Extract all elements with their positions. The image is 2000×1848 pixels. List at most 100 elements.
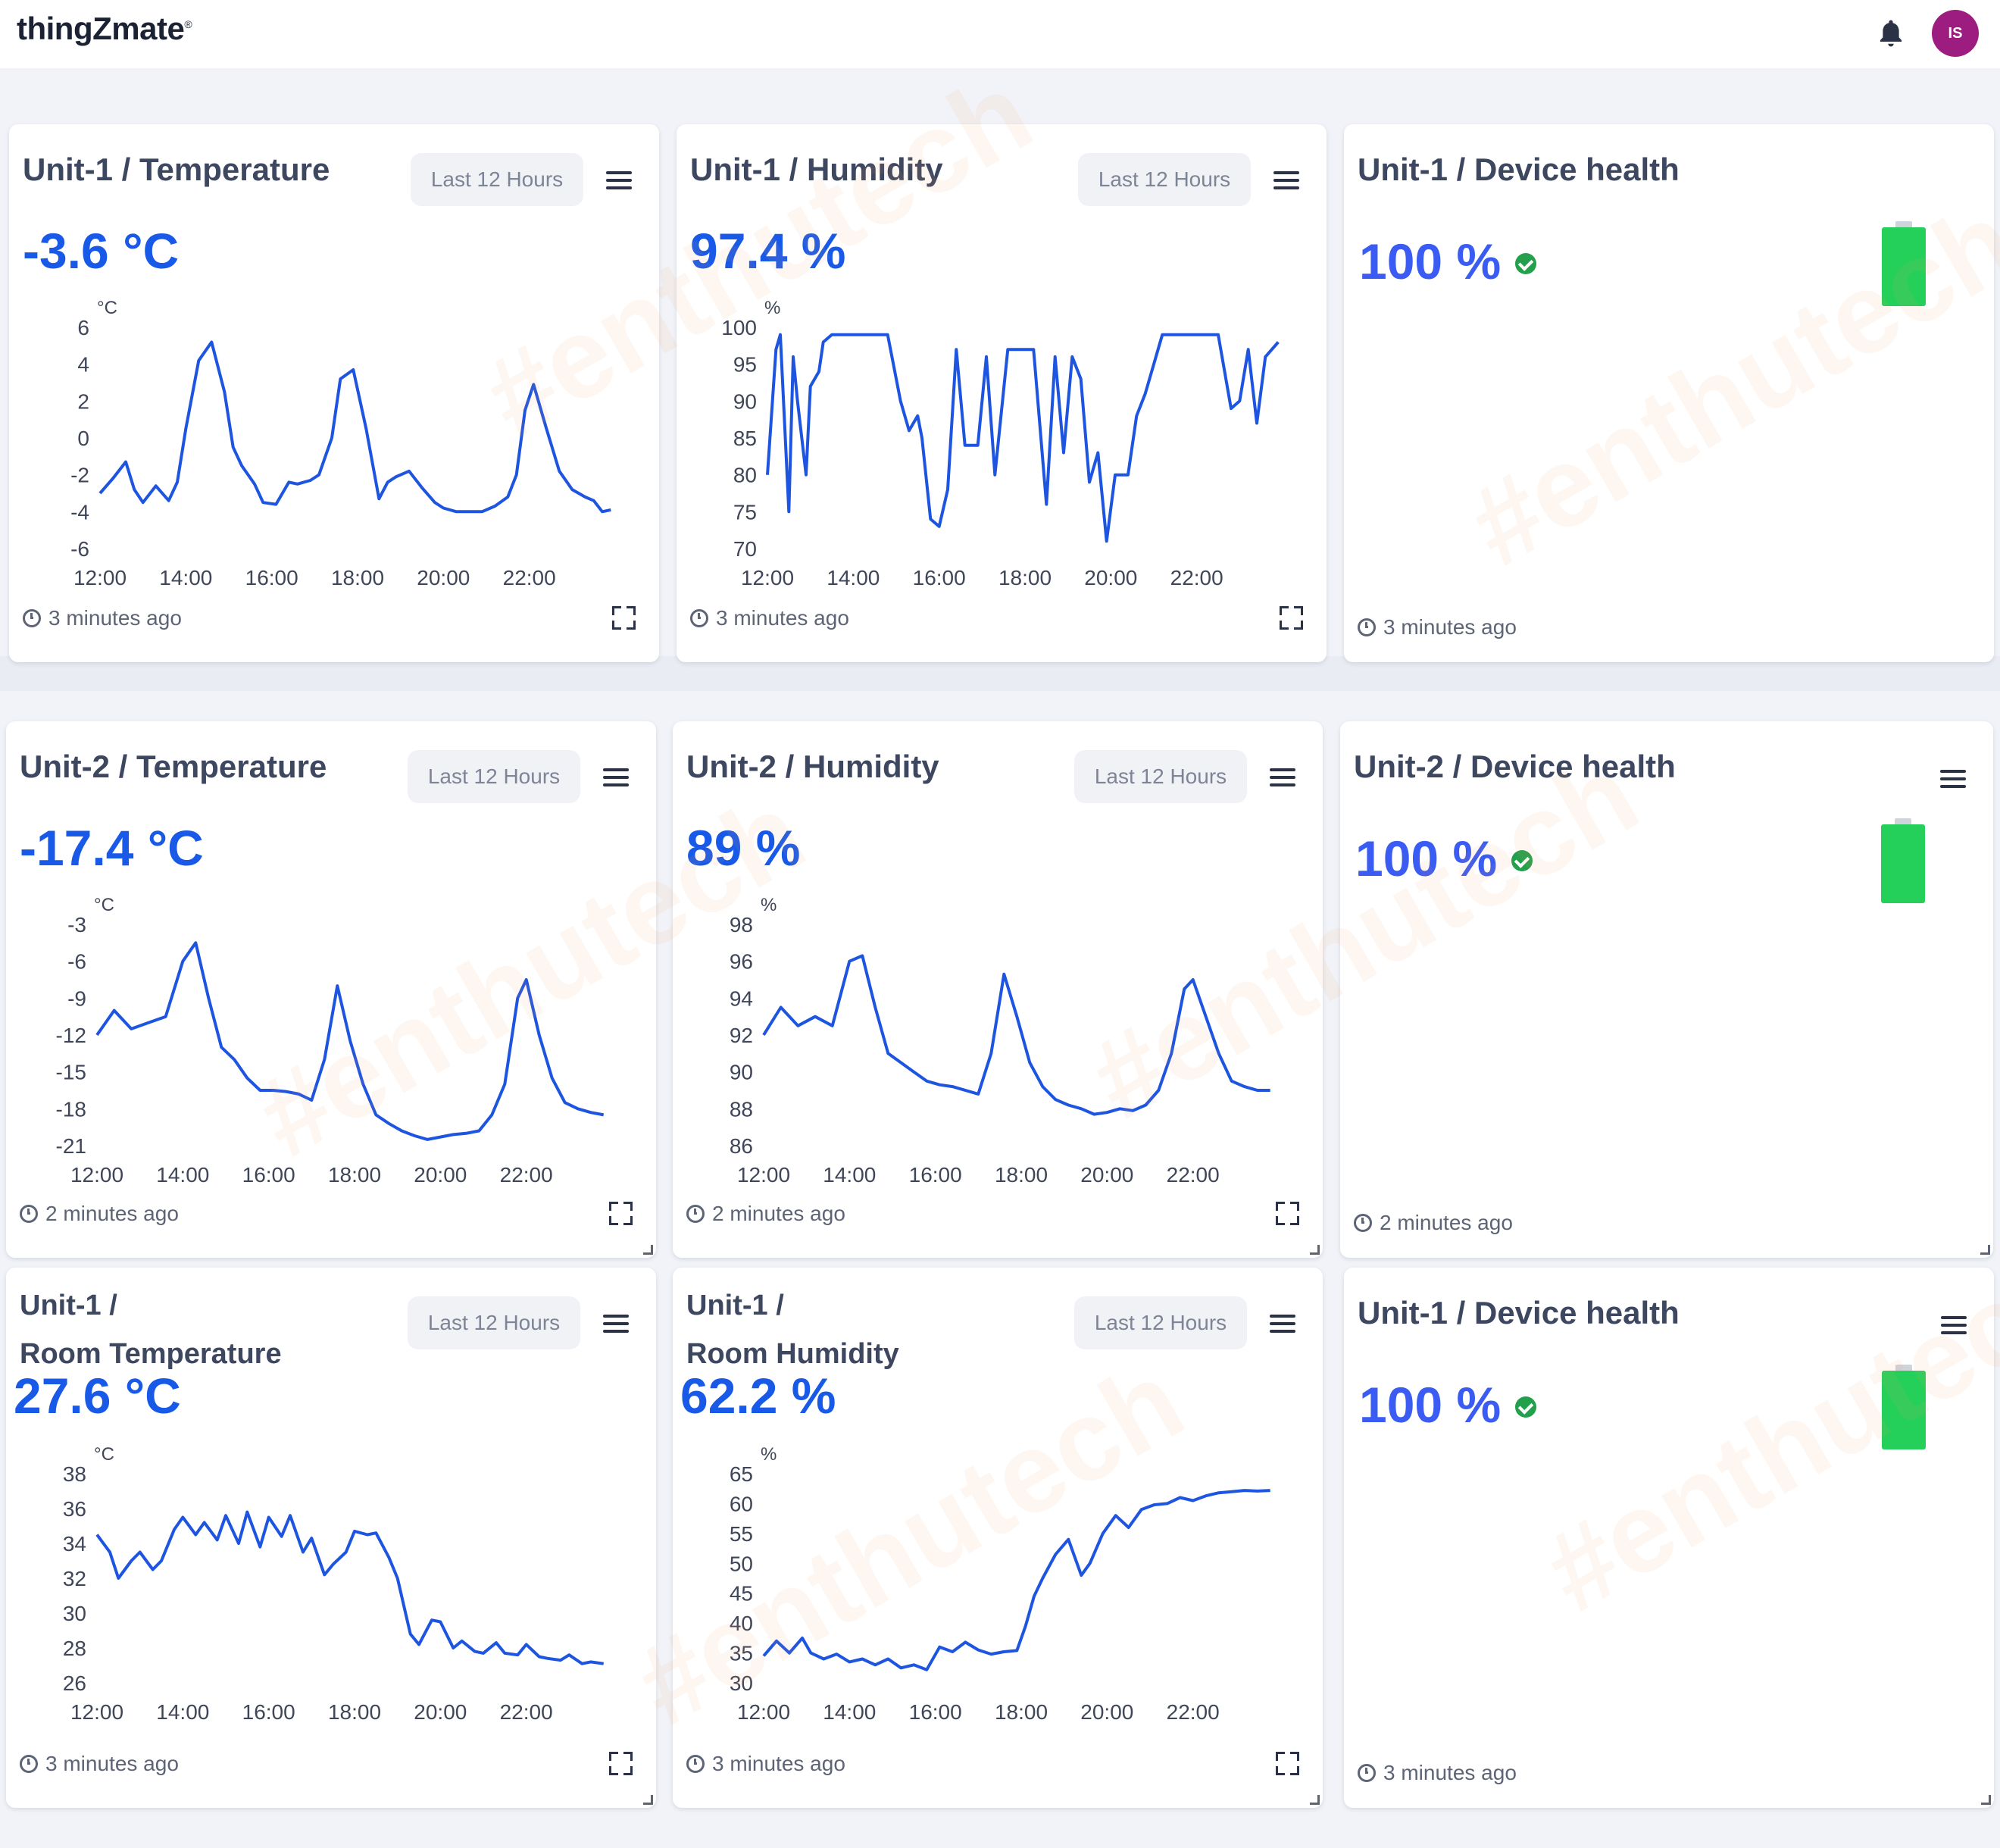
fullscreen-icon[interactable] xyxy=(1276,1752,1299,1775)
line-chart: °C 6 4 2 0 -2 -4 -6 12:00 14:00 16:00 18:00 20:00 22:… xyxy=(70,298,611,589)
y-tick-label: -18 xyxy=(56,1097,86,1121)
app-logo[interactable]: thingZmate® xyxy=(17,11,192,47)
y-tick-label: -6 xyxy=(67,950,86,974)
widget-value: 27.6 °C xyxy=(14,1368,181,1424)
fullscreen-icon[interactable] xyxy=(609,1202,633,1225)
widget-title: Unit-2 / Humidity xyxy=(686,749,939,784)
x-tick-label: 18:00 xyxy=(331,566,384,589)
widget-card-u1-temp: Unit-1 / Temperature Last 12 Hours -3.6 °C… xyxy=(9,124,659,662)
widget-card-u1-health-2: Unit-1 / Device health 100 % 3 minutes ago xyxy=(1344,1268,1994,1808)
y-tick-label: 6 xyxy=(77,316,89,339)
line-chart: % 100 95 90 85 80 75 70 12:00 14:00 16:00 18:00 20:0… xyxy=(721,298,1280,589)
y-tick-label: 85 xyxy=(733,427,757,450)
widget-value: 62.2 % xyxy=(680,1368,836,1424)
x-tick-label: 20:00 xyxy=(414,1163,467,1187)
y-tick-label: 36 xyxy=(63,1497,86,1521)
fullscreen-icon[interactable] xyxy=(1276,1202,1299,1225)
x-tick-label: 18:00 xyxy=(995,1163,1048,1187)
series-line xyxy=(766,333,1280,543)
top-bar: thingZmate® IS xyxy=(0,0,2000,68)
y-tick-label: 60 xyxy=(730,1492,753,1515)
battery-icon xyxy=(1882,1365,1926,1449)
widget-menu-icon[interactable] xyxy=(603,1315,629,1333)
widget-menu-icon[interactable] xyxy=(1940,770,1966,788)
y-tick-label: 75 xyxy=(733,500,757,524)
y-tick-label: 92 xyxy=(730,1024,753,1047)
resize-handle[interactable] xyxy=(1981,1795,1991,1805)
battery-icon xyxy=(1882,221,1926,306)
y-tick-label: -3 xyxy=(67,913,86,937)
widget-menu-icon[interactable] xyxy=(1270,768,1295,786)
resize-handle[interactable] xyxy=(643,1245,653,1255)
y-axis-unit: °C xyxy=(94,895,114,915)
y-tick-label: 0 xyxy=(77,427,89,450)
clock-icon xyxy=(20,1205,38,1223)
y-tick-label: 90 xyxy=(733,389,757,413)
widget-menu-icon[interactable] xyxy=(606,171,632,189)
time-range-button[interactable]: Last 12 Hours xyxy=(1074,750,1247,803)
time-range-button[interactable]: Last 12 Hours xyxy=(411,153,583,206)
last-updated: 3 minutes ago xyxy=(20,1752,179,1776)
last-updated: 2 minutes ago xyxy=(1354,1211,1513,1235)
x-tick-label: 16:00 xyxy=(913,566,966,589)
x-tick-label: 20:00 xyxy=(1080,1163,1133,1187)
x-tick-label: 14:00 xyxy=(823,1700,876,1724)
clock-icon xyxy=(23,609,41,627)
y-tick-label: 88 xyxy=(730,1097,753,1121)
fullscreen-icon[interactable] xyxy=(609,1752,633,1775)
x-tick-label: 12:00 xyxy=(70,1700,123,1724)
line-chart: °C -3 -6 -9 -12 -15 -18 -21 12:00 14:00 16:00 18:00… xyxy=(56,895,605,1187)
y-tick-label: 32 xyxy=(63,1567,86,1590)
y-tick-label: 98 xyxy=(730,913,753,937)
x-tick-label: 18:00 xyxy=(328,1700,381,1724)
y-tick-label: 50 xyxy=(730,1552,753,1575)
widget-menu-icon[interactable] xyxy=(1270,1315,1295,1333)
x-tick-label: 20:00 xyxy=(414,1700,467,1724)
x-tick-label: 12:00 xyxy=(737,1163,790,1187)
fullscreen-icon[interactable] xyxy=(612,606,636,630)
fullscreen-icon[interactable] xyxy=(1280,606,1303,630)
line-chart: % 98 96 94 92 90 88 86 12:00 14:00 16:00 18:00 20:00… xyxy=(730,895,1270,1187)
notification-bell-icon[interactable] xyxy=(1874,17,1908,50)
x-tick-label: 14:00 xyxy=(827,566,880,589)
clock-icon xyxy=(1358,1764,1376,1782)
widget-card-u1-room-temp: Unit-1 / Room Temperature Last 12 Hours 27.… xyxy=(6,1268,656,1808)
widget-menu-icon[interactable] xyxy=(1273,171,1299,189)
widget-value: 97.4 % xyxy=(690,223,846,279)
last-updated-text: 3 minutes ago xyxy=(716,606,849,630)
time-range-button[interactable]: Last 12 Hours xyxy=(1074,1296,1247,1349)
resize-handle[interactable] xyxy=(1310,1245,1320,1255)
last-updated: 3 minutes ago xyxy=(1358,1761,1517,1785)
y-tick-label: 94 xyxy=(730,987,753,1010)
y-axis-unit: % xyxy=(761,1444,777,1465)
time-range-button[interactable]: Last 12 Hours xyxy=(1078,153,1251,206)
widget-title: Unit-1 / Room Humidity xyxy=(686,1281,899,1378)
x-tick-label: 14:00 xyxy=(156,1700,209,1724)
widget-card-u2-health: Unit-2 / Device health 100 % 2 minutes ago xyxy=(1340,721,1993,1258)
resize-handle[interactable] xyxy=(1310,1795,1320,1805)
resize-handle[interactable] xyxy=(1980,1245,1990,1255)
last-updated-text: 2 minutes ago xyxy=(1380,1211,1513,1234)
time-range-button[interactable]: Last 12 Hours xyxy=(408,1296,580,1349)
series-line xyxy=(95,1510,604,1665)
status-ok-icon xyxy=(1515,253,1536,274)
last-updated-text: 3 minutes ago xyxy=(1383,1761,1517,1784)
y-tick-label: 55 xyxy=(730,1522,753,1546)
widget-menu-icon[interactable] xyxy=(1941,1316,1967,1334)
x-tick-label: 22:00 xyxy=(1167,1163,1220,1187)
y-tick-label: 90 xyxy=(730,1061,753,1084)
last-updated: 2 minutes ago xyxy=(20,1202,179,1226)
y-tick-label: 28 xyxy=(63,1637,86,1660)
y-tick-label: 45 xyxy=(730,1582,753,1606)
widget-card-u1-hum: Unit-1 / Humidity Last 12 Hours 97.4 % 3 mi… xyxy=(677,124,1327,662)
y-tick-label: 4 xyxy=(77,353,89,377)
resize-handle[interactable] xyxy=(643,1795,653,1805)
widget-value: -3.6 °C xyxy=(23,223,180,279)
time-range-button[interactable]: Last 12 Hours xyxy=(408,750,580,803)
widget-value: 100 % xyxy=(1359,233,1502,289)
y-axis-unit: % xyxy=(764,298,780,318)
x-tick-label: 22:00 xyxy=(503,566,556,589)
last-updated: 3 minutes ago xyxy=(690,606,849,630)
user-avatar[interactable]: IS xyxy=(1932,10,1979,57)
widget-menu-icon[interactable] xyxy=(603,768,629,786)
